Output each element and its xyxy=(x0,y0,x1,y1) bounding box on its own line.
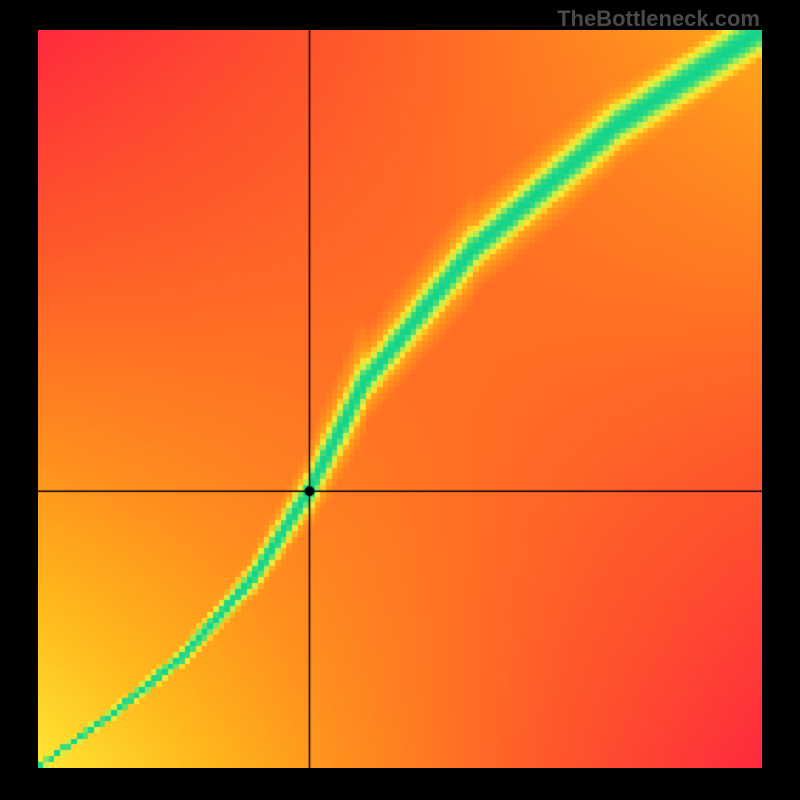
watermark-text: TheBottleneck.com xyxy=(557,6,760,32)
chart-container: TheBottleneck.com xyxy=(0,0,800,800)
heatmap-canvas xyxy=(38,30,762,768)
